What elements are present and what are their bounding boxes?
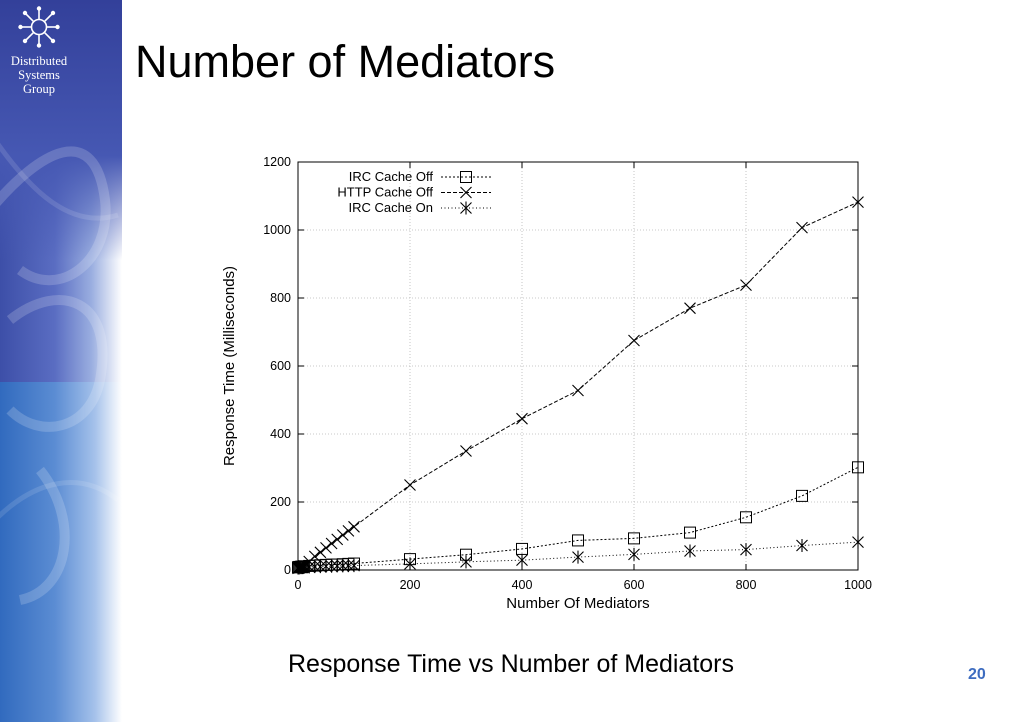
series-2-point-5 (297, 560, 310, 574)
series-1-point-7 (308, 550, 321, 563)
x-tick-label-1: 200 (400, 578, 421, 592)
y-tick-label-3: 600 (270, 359, 291, 373)
series-1-point-17 (516, 412, 528, 425)
slide-caption: Response Time vs Number of Mediators (288, 650, 735, 678)
series-2-point-20 (684, 544, 696, 558)
series-2-point-19 (628, 547, 640, 561)
series-2-point-22 (796, 539, 808, 553)
series-2-point-6 (303, 560, 316, 574)
series-1-point-21 (740, 279, 752, 291)
series-2-point-13 (342, 559, 355, 573)
series-2-point-21 (740, 543, 752, 557)
series-2-point-12 (336, 559, 349, 573)
series-0-point-23 (852, 461, 864, 474)
series-0-point-18 (572, 534, 584, 547)
series-2-point-23 (852, 535, 864, 549)
slide-title: Number of Mediators (135, 36, 556, 87)
series-1-point-13 (342, 525, 355, 537)
series-2-point-14 (348, 559, 360, 573)
series-1-point-20 (684, 302, 696, 315)
series-0-point-21 (740, 511, 752, 524)
x-tick-label-0: 0 (295, 578, 302, 592)
series-2-point-15 (404, 557, 416, 571)
y-tick-label-6: 1200 (263, 155, 291, 169)
x-tick-label-4: 800 (736, 578, 757, 592)
series-1-point-14 (348, 520, 360, 533)
legend-label-1: HTTP Cache Off (337, 185, 433, 200)
series-2-point-16 (460, 555, 472, 569)
series-1-point-8 (314, 546, 327, 559)
network-star-icon (18, 6, 60, 48)
response-time-chart: 0 200 400 600 800 1000 0 200 400 600 800 1000 1200 Nu… (221, 155, 872, 612)
organization-name: Distributed Systems Group (0, 54, 78, 96)
series-2-point-11 (331, 559, 344, 573)
series-2-point-7 (308, 560, 321, 574)
legend-marker-0 (460, 171, 472, 183)
series-1-point-23 (852, 196, 864, 209)
series-2-point-8 (314, 560, 327, 574)
y-axis-label: Response Time (Milliseconds) (221, 266, 238, 466)
series-line-1 (297, 201, 859, 569)
sidebar-decoration (0, 142, 120, 605)
series-1-point-15 (404, 479, 416, 491)
sidebar: Distributed Systems Group (0, 0, 122, 722)
organization-name-line-2: Systems (18, 68, 60, 82)
page-number: 20 (968, 666, 986, 683)
sidebar-gradient-top (0, 0, 122, 260)
legend-label-0: IRC Cache Off (349, 169, 434, 184)
series-1-point-19 (628, 334, 640, 347)
x-tick-label-2: 400 (512, 578, 533, 592)
series-0-point-20 (684, 526, 696, 539)
sidebar-gradient-bottom (0, 382, 122, 722)
series-2-point-17 (516, 553, 528, 567)
series-2-point-9 (320, 559, 332, 573)
y-tick-label-2: 400 (270, 427, 291, 441)
legend-marker-2 (460, 201, 472, 215)
y-tick-label-0: 0 (284, 563, 291, 577)
series-0-point-19 (628, 532, 640, 545)
legend-label-2: IRC Cache On (348, 200, 433, 215)
y-tick-label-4: 800 (270, 291, 291, 305)
series-1-point-10 (325, 537, 338, 550)
organization-name-line-1: Distributed (10, 54, 68, 68)
series-2-point-18 (572, 550, 584, 564)
series-1-point-9 (320, 542, 332, 554)
series-1-point-22 (796, 221, 808, 234)
y-tick-label-5: 1000 (263, 223, 291, 237)
x-tick-label-3: 600 (624, 578, 645, 592)
legend-marker-1 (460, 186, 472, 199)
series-2-point-10 (325, 559, 338, 573)
x-tick-label-5: 1000 (844, 578, 872, 592)
series-1-point-12 (336, 529, 349, 541)
series-1-point-11 (331, 533, 344, 546)
y-tick-label-1: 200 (270, 495, 291, 509)
series-1-point-16 (460, 445, 472, 457)
x-axis-label: Number Of Mediators (506, 595, 649, 612)
organization-name-line-3: Group (23, 82, 55, 96)
series-1-point-18 (572, 384, 584, 397)
series-0-point-22 (796, 489, 808, 502)
